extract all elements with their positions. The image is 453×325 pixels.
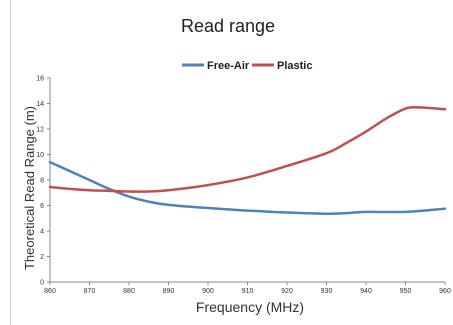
y-tick-label: 4 [40, 229, 44, 236]
x-tick-label: 900 [202, 288, 214, 295]
x-tick-label: 950 [400, 288, 412, 295]
x-tick-label: 880 [123, 288, 135, 295]
y-tick-label: 6 [40, 203, 44, 210]
frame-border [10, 0, 11, 325]
series-line-plastic [48, 106, 447, 193]
chart-title: Read range [181, 16, 275, 36]
y-tick-label: 2 [40, 254, 44, 261]
x-tick-label: 930 [321, 288, 333, 295]
legend-label-plastic: Plastic [277, 60, 312, 72]
x-tick-label: 940 [360, 288, 372, 295]
y-tick-label: 10 [36, 152, 44, 159]
x-axis-title: Frequency (MHz) [196, 299, 304, 315]
axes: 0 2 4 6 8 10 12 14 16 860 870 880 890 900 910 920 930 940… [36, 76, 451, 296]
x-tick-label: 860 [44, 288, 56, 295]
x-tick-label: 960 [439, 288, 451, 295]
y-axis-title: Theoretical Read Range (m) [22, 106, 37, 270]
legend-label-free-air: Free-Air [207, 60, 250, 72]
y-tick-label: 0 [40, 280, 44, 287]
series-line-free-air [48, 160, 447, 216]
series-layer [48, 106, 447, 216]
y-tick-label: 14 [36, 101, 44, 108]
x-tick-label: 890 [163, 288, 175, 295]
x-tick-label: 910 [242, 288, 254, 295]
legend: Free-Air Plastic [182, 60, 312, 72]
y-tick-label: 8 [40, 178, 44, 185]
y-tick-label: 16 [36, 76, 44, 83]
x-tick-label: 920 [281, 288, 293, 295]
x-tick-label: 870 [84, 288, 96, 295]
y-tick-label: 12 [36, 127, 44, 134]
